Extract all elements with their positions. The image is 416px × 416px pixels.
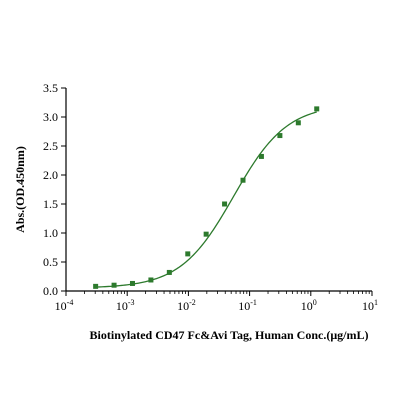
data-point [203, 231, 209, 237]
x-tick-label: 10-2 [177, 298, 196, 313]
data-point [111, 282, 117, 288]
data-point [314, 106, 320, 112]
y-tick-label: 3.0 [43, 110, 58, 124]
x-axis-title: Biotinylated CD47 Fc&Avi Tag, Human Conc… [90, 328, 369, 342]
y-tick-label: 2.5 [43, 139, 58, 153]
data-point [93, 283, 99, 289]
data-point [222, 201, 228, 207]
y-tick-label: 0.5 [43, 255, 58, 269]
data-point [240, 177, 246, 183]
y-axis-title: Abs.(OD.450nm) [13, 146, 27, 233]
y-tick-label: 1.5 [43, 197, 58, 211]
x-tick-label: 10-3 [116, 298, 135, 313]
data-points [93, 106, 320, 289]
x-tick-label: 10-1 [238, 298, 257, 313]
data-point [258, 153, 264, 159]
x-tick-label: 101 [362, 298, 378, 313]
y-tick-label: 2.0 [43, 168, 58, 182]
data-point [295, 120, 301, 126]
data-point [129, 280, 135, 286]
x-tick-label: 10-4 [55, 298, 74, 313]
data-point [148, 277, 154, 283]
y-tick-label: 1.0 [43, 226, 58, 240]
fit-curve-layer [95, 111, 317, 288]
x-tick-label: 100 [301, 298, 317, 313]
axes: 0.0 0.5 1.0 1.5 2.0 2.5 3.0 3.5 10-4 10-3 10-2 10-1… [43, 81, 378, 313]
data-point [166, 269, 172, 275]
y-tick-label: 3.5 [43, 81, 58, 95]
data-point [277, 133, 283, 139]
data-point [185, 251, 191, 257]
fit-curve [95, 111, 317, 288]
y-tick-label: 0.0 [43, 284, 58, 298]
